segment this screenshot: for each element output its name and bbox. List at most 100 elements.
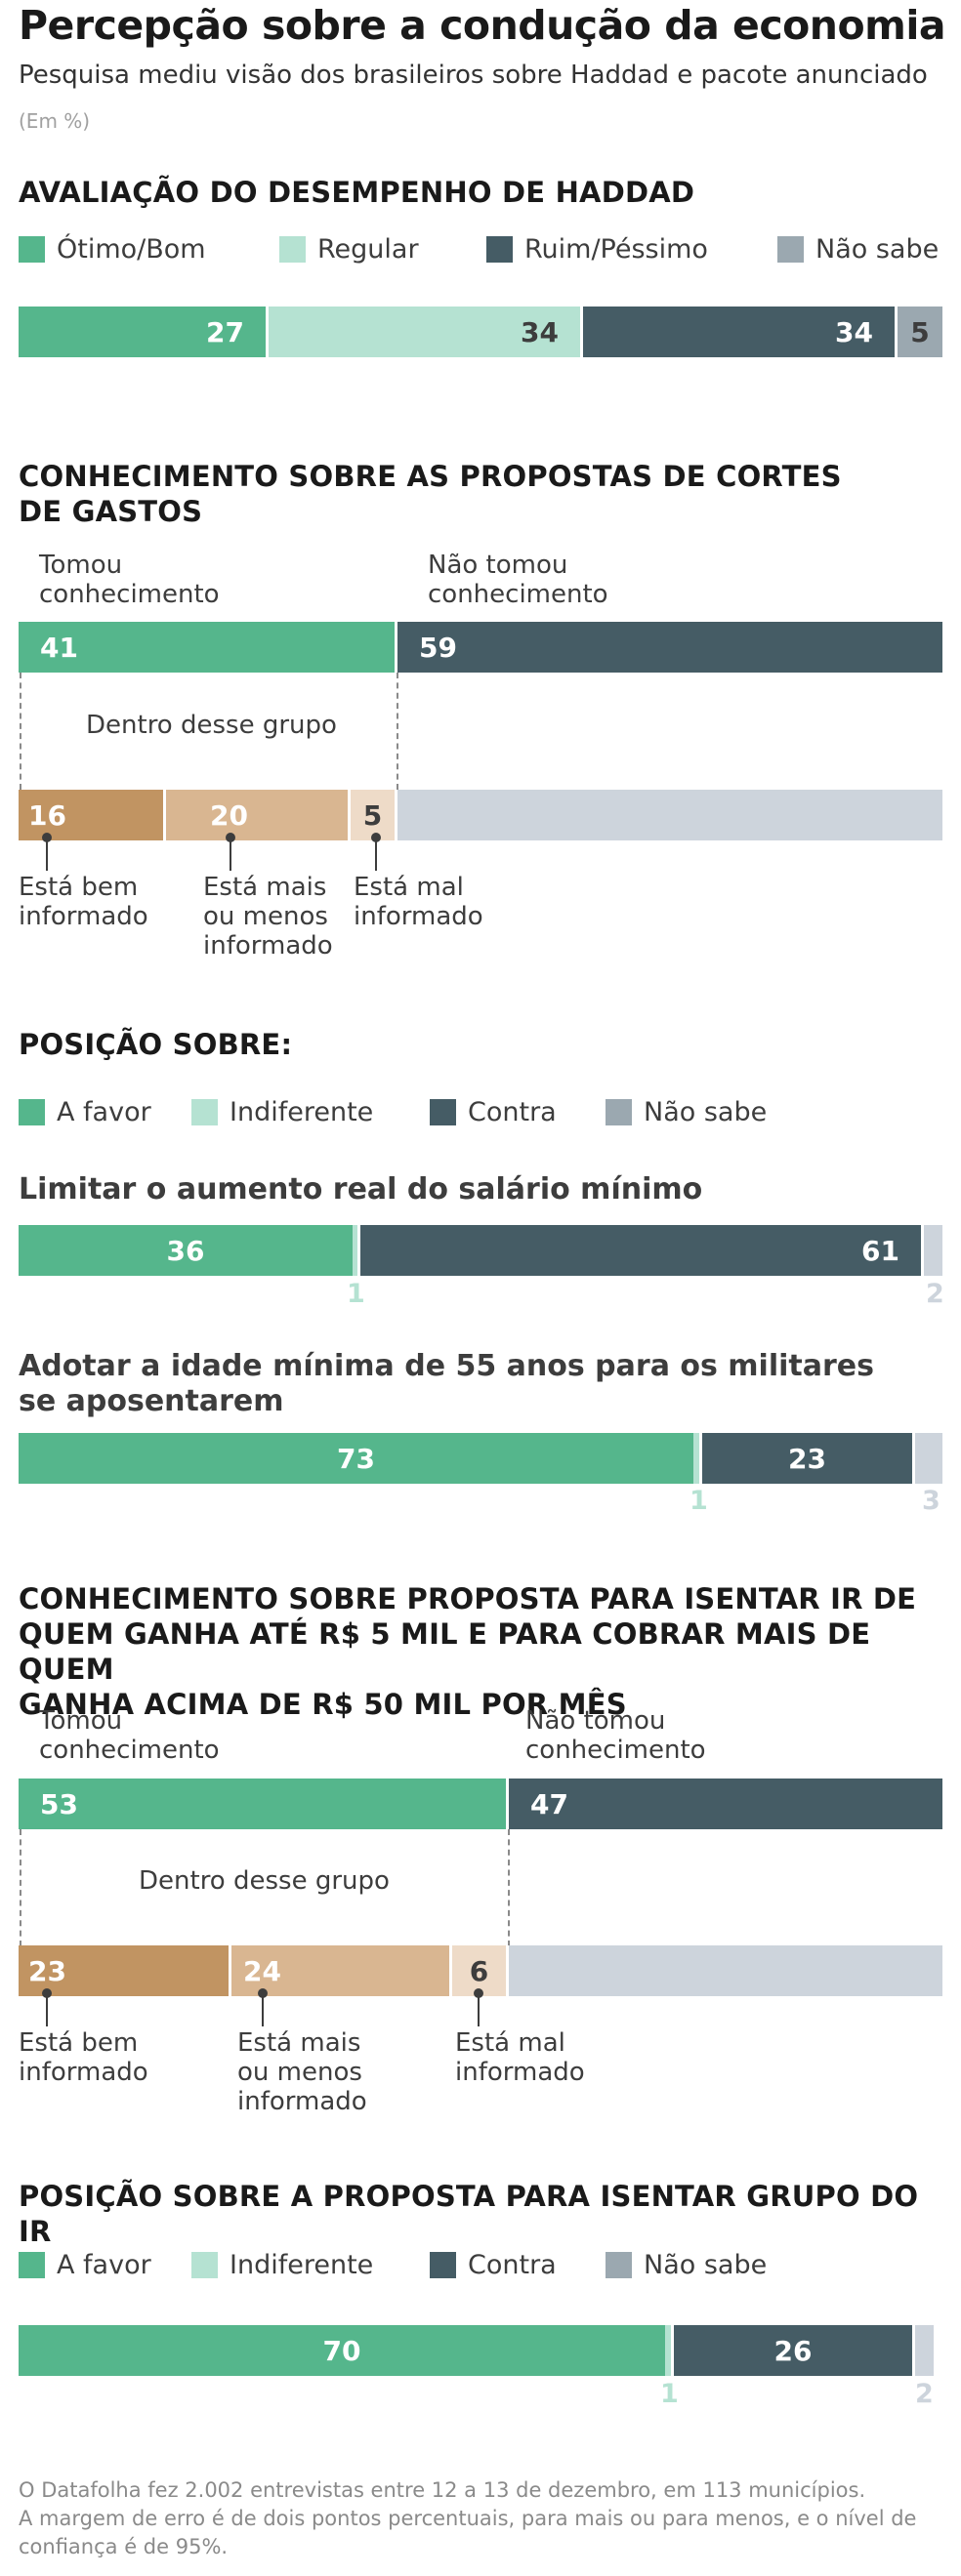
legend-label: Regular	[317, 234, 419, 265]
legend-label: Contra	[468, 1097, 557, 1127]
cortes-bar: 41 59	[19, 622, 942, 673]
bar-segment-a-favor: 73	[19, 1433, 693, 1484]
legend-otimo-bom: Ótimo/Bom	[19, 234, 206, 265]
legend-swatch	[430, 1099, 456, 1125]
label-line: Está mal	[455, 2028, 565, 2058]
legend-indiferente: Indiferente	[191, 2250, 373, 2280]
bar-segment-nao-sabe	[915, 1433, 942, 1484]
legend-label: Ruim/Péssimo	[524, 234, 708, 265]
pin-marker	[371, 833, 381, 842]
label-line: Está bem	[19, 2028, 139, 2058]
pin-line	[230, 839, 231, 871]
legend-label: Indiferente	[230, 2250, 374, 2280]
label-bem-informado: Está bem informado	[19, 873, 148, 931]
bar-segment-nao-sabe	[915, 2325, 934, 2376]
label-line: informado	[354, 902, 483, 931]
isencao-subgroup-bar: 23 24 6	[19, 1945, 942, 1996]
bar-segment-mal-informado: 5	[351, 790, 397, 840]
legend-swatch	[19, 1099, 45, 1125]
bar-segment-nao-tomou-placeholder	[509, 1945, 942, 1996]
bar-segment-indiferente	[693, 1433, 702, 1484]
legend-label: Não sabe	[815, 234, 940, 265]
bar-segment-mal-informado: 6	[452, 1945, 509, 1996]
legend-swatch	[486, 236, 513, 263]
haddad-bar: 27 34 34 5	[19, 307, 942, 357]
label-line: Não tomou	[525, 1706, 666, 1736]
bar-segment-mais-ou-menos: 24	[231, 1945, 452, 1996]
label-line: ou menos	[237, 2058, 362, 2087]
section-haddad-heading: AVALIAÇÃO DO DESEMPENHO DE HADDAD	[19, 176, 695, 209]
section-posicao-heading: POSIÇÃO SOBRE:	[19, 1028, 293, 1061]
pin-line	[375, 839, 377, 871]
footer-note: O Datafolha fez 2.002 entrevistas entre …	[19, 2476, 916, 2561]
legend-contra: Contra	[430, 1097, 557, 1127]
label-line: Está bem	[19, 873, 139, 902]
label-indiferente-value: 1	[347, 1279, 365, 1309]
label-mais-ou-menos-informado: Está mais ou menos informado	[237, 2028, 367, 2116]
label-line: informado	[19, 2058, 148, 2087]
label-mal-informado: Está mal informado	[354, 873, 483, 931]
label-line: Está mais	[237, 2028, 361, 2058]
legend-a-favor: A favor	[19, 2250, 151, 2280]
label-indiferente-value: 1	[660, 2379, 679, 2409]
label-line: informado	[455, 2058, 585, 2087]
pin-marker	[226, 833, 235, 842]
label-line: conhecimento	[428, 580, 608, 609]
section-posicao-isencao-heading: POSIÇÃO SOBRE A PROPOSTA PARA ISENTAR GR…	[19, 2180, 919, 2248]
label-line: Tomou	[39, 551, 123, 580]
legend-swatch	[191, 1099, 218, 1125]
pin-line	[262, 1995, 264, 2026]
question-salario-minimo: Limitar o aumento real do salário mínimo	[19, 1172, 703, 1206]
bar-segment-a-favor: 70	[19, 2325, 665, 2376]
legend-swatch	[19, 236, 45, 263]
page-subtitle: Pesquisa mediu visão dos brasileiros sob…	[19, 61, 928, 90]
bar-segment-nao-tomou: 59	[397, 622, 942, 673]
bar-segment-contra: 61	[360, 1225, 924, 1276]
pin-line	[478, 1995, 480, 2026]
label-line: ou menos	[203, 902, 328, 931]
cortes-subgroup-bar: 16 20 5	[19, 790, 942, 840]
legend-label: Não sabe	[644, 1097, 768, 1127]
isencao-bar: 53 47	[19, 1779, 942, 1829]
legend-contra: Contra	[430, 2250, 557, 2280]
bar-segment-ruim-pessimo: 34	[583, 307, 898, 357]
bar-segment-nao-tomou: 47	[509, 1779, 942, 1829]
label-line: Tomou	[39, 1706, 123, 1736]
idade-minima-bar: 73 23	[19, 1433, 942, 1484]
bar-segment-nao-sabe	[924, 1225, 942, 1276]
legend-swatch	[606, 1099, 632, 1125]
label-line: conhecimento	[39, 1736, 220, 1765]
label-line: Está mal	[354, 873, 464, 902]
pin-marker	[474, 1988, 483, 1998]
legend-label: A favor	[57, 1097, 151, 1127]
posicao-isencao-bar: 70 26	[19, 2325, 942, 2376]
label-line: Não tomou	[428, 551, 568, 580]
label-line: conhecimento	[39, 580, 220, 609]
group-bracket-right	[508, 1829, 510, 1946]
label-nao-sabe-value: 2	[926, 1279, 944, 1309]
footer-line: A margem de erro é de dois pontos percen…	[19, 2507, 917, 2530]
salario-minimo-bar: 36 61	[19, 1225, 942, 1276]
pin-line	[46, 1995, 48, 2026]
label-mal-informado: Está mal informado	[455, 2028, 585, 2087]
legend-label: Indiferente	[230, 1097, 374, 1127]
bar-segment-nao-tomou-placeholder	[397, 790, 942, 840]
group-label: Dentro desse grupo	[86, 711, 337, 740]
section-cortes-heading: CONHECIMENTO SOBRE AS PROPOSTAS DE CORTE…	[19, 459, 842, 529]
question-idade-minima: Adotar a idade mínima de 55 anos para os…	[19, 1349, 874, 1419]
legend-swatch	[777, 236, 804, 263]
pin-marker	[258, 1988, 268, 1998]
legend-swatch	[19, 2252, 45, 2278]
bar-segment-otimo-bom: 27	[19, 307, 269, 357]
legend-label: Contra	[468, 2250, 557, 2280]
bar-segment-contra: 26	[674, 2325, 915, 2376]
legend-indiferente: Indiferente	[191, 1097, 373, 1127]
label-tomou-conhecimento: Tomou conhecimento	[39, 1706, 220, 1765]
pin-line	[46, 839, 48, 871]
group-bracket-right	[397, 673, 398, 790]
bar-segment-contra: 23	[702, 1433, 915, 1484]
legend-nao-sabe: Não sabe	[606, 1097, 767, 1127]
footer-line: O Datafolha fez 2.002 entrevistas entre …	[19, 2478, 866, 2502]
label-line: Está mais	[203, 873, 327, 902]
label-indiferente-value: 1	[689, 1486, 708, 1516]
